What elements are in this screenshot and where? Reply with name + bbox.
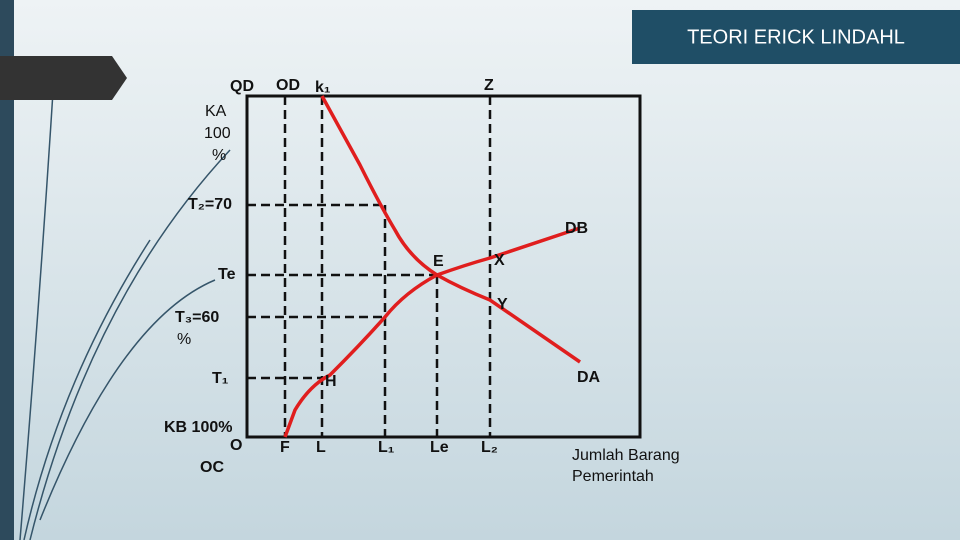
label: KA xyxy=(205,103,227,120)
tab xyxy=(0,56,127,100)
side-bar xyxy=(0,0,14,540)
label: 100 xyxy=(204,125,231,142)
label: E xyxy=(433,253,444,270)
label: T₃=60 xyxy=(175,309,219,326)
label: H xyxy=(325,373,337,390)
label: % xyxy=(177,331,191,348)
label: Te xyxy=(218,266,236,283)
frame xyxy=(245,94,642,439)
label: k₁ xyxy=(315,79,331,96)
label: L xyxy=(316,439,326,456)
title-box xyxy=(632,10,960,64)
label: F xyxy=(280,439,290,456)
label: Z xyxy=(484,77,494,94)
label: T₂=70 xyxy=(188,196,232,213)
label: Pemerintah xyxy=(572,468,654,485)
label: L₁ xyxy=(378,439,395,456)
label: OD xyxy=(276,77,300,94)
label: L₂ xyxy=(481,439,498,456)
label: KB 100% xyxy=(164,419,232,436)
decoration xyxy=(19,59,231,540)
label: Le xyxy=(430,439,449,456)
label: QD xyxy=(230,78,254,95)
label: X xyxy=(494,252,505,269)
curve-da xyxy=(320,95,581,364)
label: DA xyxy=(577,369,601,386)
label: % xyxy=(212,147,226,164)
guides xyxy=(247,96,492,437)
label: O xyxy=(230,437,242,454)
label: OC xyxy=(200,459,224,476)
title: TEORI ERICK LINDAHL xyxy=(687,26,905,48)
label: Y xyxy=(497,296,508,313)
label: DB xyxy=(565,220,588,237)
label: T₁ xyxy=(212,370,229,387)
label: Jumlah Barang xyxy=(572,447,680,464)
curve-db xyxy=(283,226,581,438)
